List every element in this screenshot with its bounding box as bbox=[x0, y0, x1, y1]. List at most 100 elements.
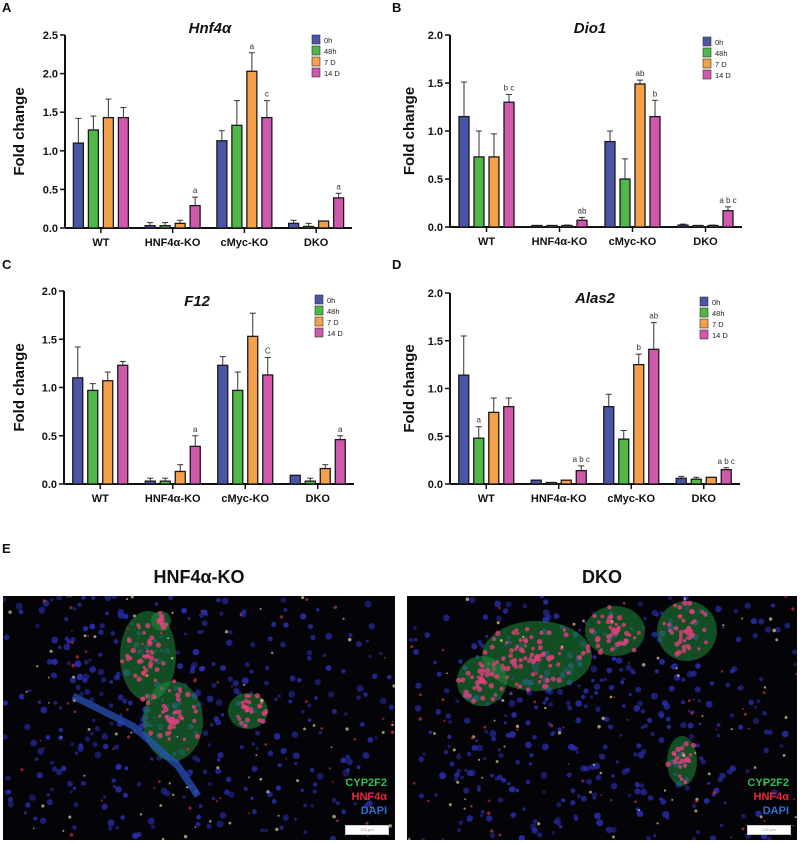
legend-swatch bbox=[311, 56, 321, 67]
significance-annotation: b bbox=[653, 89, 658, 98]
bar bbox=[488, 156, 500, 228]
bar bbox=[575, 469, 587, 485]
microscopy-image-hnf4a-ko: CYP2F2 HNF4α DAPI 100 μm bbox=[3, 596, 395, 840]
x-category-label: cMyc-KO bbox=[609, 236, 657, 248]
bar bbox=[458, 115, 470, 228]
x-category-label: DKO bbox=[306, 493, 331, 505]
stain-legend: CYP2F2 HNF4α DAPI bbox=[345, 776, 387, 818]
legend-swatch bbox=[311, 67, 321, 78]
panel-letter-b: B bbox=[392, 0, 402, 15]
y-tick-label: 1.5 bbox=[428, 78, 443, 90]
x-category-label: HNF4α-KO bbox=[145, 237, 201, 249]
x-category-label: WT bbox=[92, 493, 109, 505]
y-tick-label: 1.0 bbox=[428, 126, 443, 138]
y-tick-label: 0.5 bbox=[43, 184, 58, 196]
x-category-label: DKO bbox=[693, 236, 718, 248]
legend-label: 0h bbox=[324, 36, 332, 45]
significance-annotation: c bbox=[265, 90, 269, 99]
bar bbox=[87, 129, 100, 229]
bar bbox=[722, 210, 734, 228]
bar bbox=[317, 220, 330, 229]
legend-swatch bbox=[702, 47, 712, 58]
y-tick-label: 1.0 bbox=[43, 146, 58, 158]
bar bbox=[546, 224, 558, 228]
legend-label: 48h bbox=[327, 307, 340, 316]
significance-annotation: b bbox=[637, 343, 642, 352]
micro-title-dko: DKO bbox=[582, 567, 622, 587]
bar bbox=[488, 411, 500, 485]
bar-chart-hnf4a: Hnf4α Fold change 0.0 0.5 1.0 1.5 2.0 2.5 WT HNF4… bbox=[11, 20, 352, 249]
bar bbox=[72, 377, 84, 485]
legend-label: 14 D bbox=[327, 329, 343, 338]
legend-swatch bbox=[702, 69, 712, 80]
chart-legend: 0h 48h 7 D 14 D bbox=[314, 294, 343, 338]
y-tick-label: 1.0 bbox=[42, 383, 57, 395]
legend-label: 14 D bbox=[715, 71, 731, 80]
legend-label: 14 D bbox=[324, 69, 340, 78]
legend-swatch bbox=[699, 296, 709, 307]
y-tick-label: 0.5 bbox=[42, 431, 57, 443]
bar bbox=[232, 389, 244, 485]
bar bbox=[545, 481, 557, 485]
panel-letter-c: C bbox=[2, 257, 12, 272]
y-tick-label: 0.0 bbox=[428, 222, 443, 234]
bar bbox=[473, 156, 485, 228]
bar bbox=[692, 224, 704, 228]
x-category-label: cMyc-KO bbox=[221, 493, 269, 505]
bar bbox=[87, 389, 99, 485]
bar bbox=[530, 479, 542, 485]
chart-title: Alas2 bbox=[574, 290, 616, 307]
chart-legend: 0h 48h 7 D 14 D bbox=[311, 34, 340, 78]
chart-title: Hnf4α bbox=[189, 20, 232, 37]
significance-annotation: ab bbox=[636, 69, 645, 78]
fluorescence-pattern bbox=[408, 596, 797, 840]
significance-annotation: a bbox=[336, 182, 341, 191]
chart-legend: 0h 48h 7 D 14 D bbox=[699, 296, 728, 340]
y-tick-label: 2.0 bbox=[43, 69, 58, 81]
y-tick-label: 2.0 bbox=[428, 288, 443, 300]
bar bbox=[332, 197, 345, 229]
bar bbox=[302, 225, 315, 229]
bar bbox=[705, 476, 717, 485]
bar-chart-alas2: Alas2 Fold change 0.0 0.5 1.0 1.5 2.0 WT a HNF4α-… bbox=[401, 288, 740, 505]
y-axis-label: Fold change bbox=[11, 343, 28, 431]
significance-annotation: a bbox=[250, 42, 255, 51]
legend-label: 7 D bbox=[324, 58, 336, 67]
significance-annotation: a bbox=[193, 425, 198, 434]
y-tick-label: 1.5 bbox=[42, 334, 57, 346]
bar bbox=[334, 438, 346, 485]
significance-annotation: a bbox=[193, 186, 198, 195]
microscopy-image-dko: CYP2F2 HNF4α DAPI 100 μm bbox=[407, 596, 797, 840]
legend-label: 0h bbox=[712, 298, 720, 307]
bar bbox=[287, 222, 300, 229]
legend-swatch bbox=[311, 45, 321, 56]
stain-label-dapi: DAPI bbox=[762, 805, 789, 817]
significance-annotation: a b c bbox=[719, 196, 736, 205]
legend-label: 0h bbox=[715, 38, 723, 47]
significance-annotation: ab bbox=[578, 206, 587, 215]
stain-label-hnf4a: HNF4α bbox=[351, 791, 388, 803]
x-category-label: HNF4α-KO bbox=[532, 236, 588, 248]
bar bbox=[720, 469, 732, 485]
bar-chart-f12: F12 Fold change 0.0 0.5 1.0 1.5 2.0 WT HNF4α-KO a… bbox=[11, 286, 354, 505]
bar bbox=[619, 178, 631, 228]
scale-bar: 100 μm bbox=[345, 825, 389, 835]
bar bbox=[561, 224, 573, 228]
significance-annotation: a bbox=[477, 416, 482, 425]
y-tick-label: 0.0 bbox=[42, 479, 57, 491]
bar bbox=[217, 364, 229, 485]
chart-title: F12 bbox=[184, 293, 211, 310]
legend-swatch bbox=[699, 307, 709, 318]
legend-label: 7 D bbox=[327, 318, 339, 327]
legend-label: 14 D bbox=[712, 331, 728, 340]
chart-legend: 0h 48h 7 D 14 D bbox=[702, 36, 731, 80]
legend-label: 0h bbox=[327, 296, 335, 305]
legend-label: 7 D bbox=[712, 320, 724, 329]
stain-label-cyp2f2: CYP2F2 bbox=[747, 777, 789, 789]
x-category-label: DKO bbox=[304, 237, 329, 249]
y-axis-label: Fold change bbox=[401, 344, 418, 432]
bar bbox=[707, 224, 719, 228]
legend-swatch bbox=[702, 36, 712, 47]
y-tick-label: 0.0 bbox=[428, 479, 443, 491]
stain-legend: CYP2F2 HNF4α DAPI bbox=[747, 776, 789, 818]
